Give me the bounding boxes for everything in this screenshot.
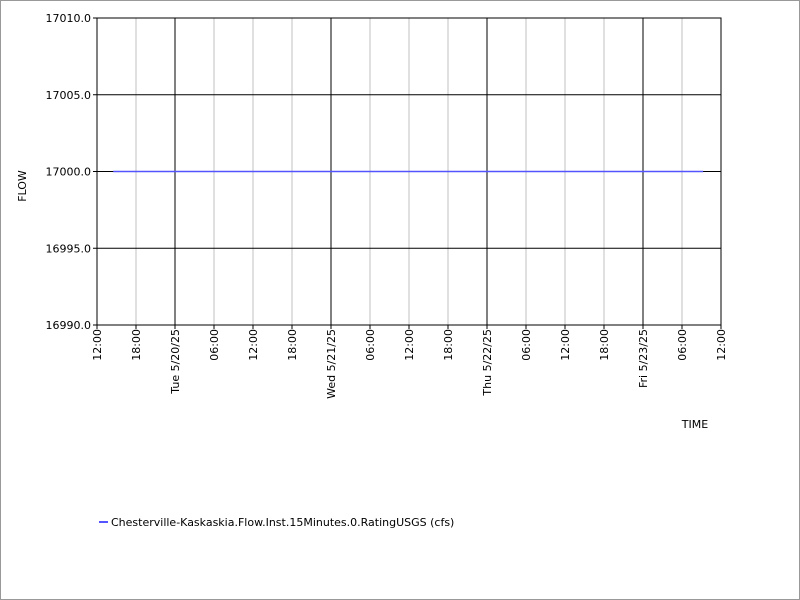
y-tick-label: 17010.0 <box>46 12 92 25</box>
x-tick-label: 06:00 <box>208 329 221 361</box>
x-tick-label: Thu 5/22/25 <box>481 329 494 397</box>
x-tick-label: 12:00 <box>247 329 260 361</box>
x-tick-label: 18:00 <box>442 329 455 361</box>
y-tick-label: 17000.0 <box>46 166 92 179</box>
y-tick-label: 16995.0 <box>46 242 92 255</box>
y-axis-label: FLOW <box>16 170 29 202</box>
x-tick-label: 06:00 <box>676 329 689 361</box>
x-axis-label: TIME <box>681 418 708 431</box>
x-tick-label: 06:00 <box>364 329 377 361</box>
legend-label: Chesterville-Kaskaskia.Flow.Inst.15Minut… <box>111 516 454 529</box>
x-tick-label: 12:00 <box>559 329 572 361</box>
x-tick-label: 18:00 <box>130 329 143 361</box>
x-tick-label: 06:00 <box>520 329 533 361</box>
y-tick-label: 16990.0 <box>46 319 92 332</box>
plot-border <box>96 17 722 326</box>
x-tick-label: Fri 5/23/25 <box>637 329 650 388</box>
x-tick-label: 12:00 <box>715 329 728 361</box>
x-tick-label: 12:00 <box>403 329 416 361</box>
x-tick-label: Tue 5/20/25 <box>169 329 182 395</box>
y-tick-label: 17005.0 <box>46 89 92 102</box>
x-tick-label: 18:00 <box>286 329 299 361</box>
x-tick-label: 18:00 <box>598 329 611 361</box>
x-tick-label: 12:00 <box>91 329 104 361</box>
x-tick-label: Wed 5/21/25 <box>325 329 338 399</box>
